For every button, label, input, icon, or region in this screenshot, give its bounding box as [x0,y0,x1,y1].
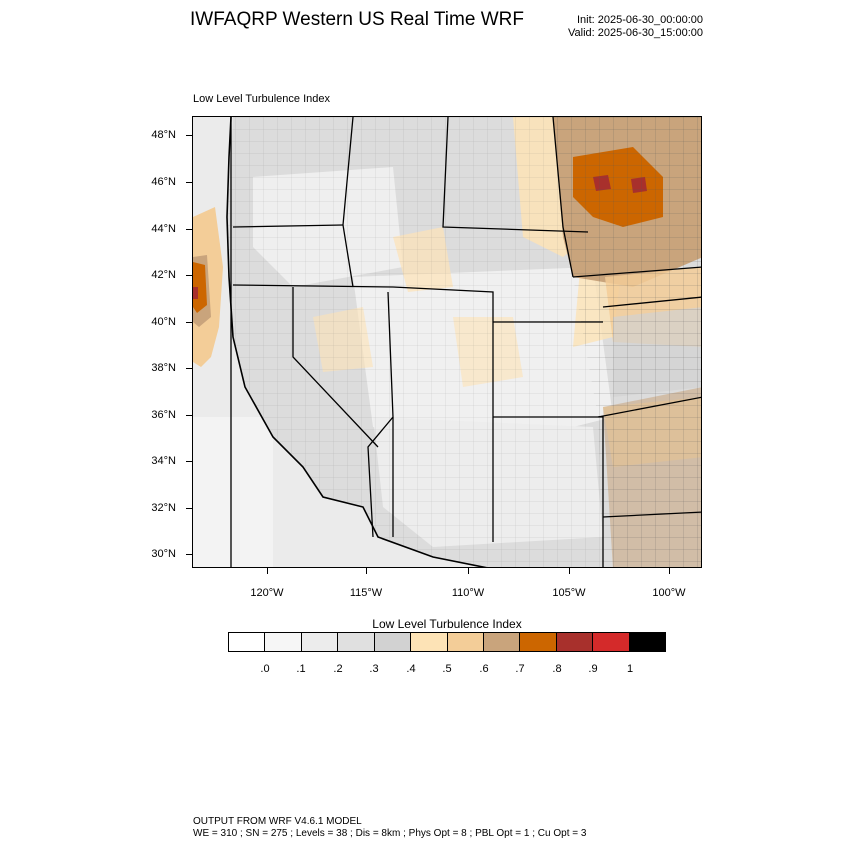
colorbar-box [447,633,484,651]
lat-label: 34°N [151,455,176,467]
lat-label: 48°N [151,129,176,141]
turbulence-map [193,117,701,567]
colorbar-label: .8 [552,663,562,675]
lon-tick [267,568,268,574]
colorbar-label: .4 [406,663,416,675]
lat-label: 44°N [151,223,176,235]
lat-tick [186,322,192,323]
lon-tick [669,568,670,574]
colorbar-label: .2 [333,663,343,675]
lon-tick [468,568,469,574]
colorbar-label: 1 [626,663,634,675]
run-times: Init: 2025-06-30_00:00:00 Valid: 2025-06… [568,14,703,40]
lat-label: 42°N [151,269,176,281]
colorbar-label: .1 [296,663,306,675]
lon-tick [366,568,367,574]
colorbar-box [338,633,375,651]
colorbar-box [593,633,630,651]
lat-tick [186,182,192,183]
valid-time: Valid: 2025-06-30_15:00:00 [568,27,703,39]
footer-model-line: OUTPUT FROM WRF V4.6.1 MODEL [193,816,362,827]
model-footer: OUTPUT FROM WRF V4.6.1 MODEL WE = 310 ; … [193,816,586,840]
lat-tick [186,508,192,509]
colorbar-label: .3 [369,663,379,675]
lat-label: 30°N [151,548,176,560]
lon-label: 105°W [552,587,586,599]
lon-label: 115°W [349,587,383,599]
map-panel [192,116,702,568]
colorbar [228,632,666,652]
lat-tick [186,135,192,136]
colorbar-box [265,633,302,651]
colorbar-box [411,633,448,651]
field-label: Low Level Turbulence Index [193,93,330,105]
colorbar-box [483,633,521,651]
colorbar-label: .6 [479,663,489,675]
colorbar-box [229,633,266,651]
lat-tick [186,368,192,369]
lat-label: 36°N [151,409,176,421]
colorbar-label: .7 [515,663,525,675]
colorbar-box [629,633,666,651]
lat-tick [186,461,192,462]
colorbar-box [556,633,594,651]
colorbar-label: .0 [260,663,270,675]
lat-label: 38°N [151,362,176,374]
lat-tick [186,415,192,416]
init-time: Init: 2025-06-30_00:00:00 [577,14,703,26]
lon-label: 100°W [652,587,686,599]
colorbar-box [301,633,339,651]
lat-label: 32°N [151,502,176,514]
lat-label: 46°N [151,176,176,188]
lon-label: 110°W [451,587,485,599]
colorbar-box [520,633,557,651]
state-borders [230,117,701,567]
lat-label: 40°N [151,316,176,328]
colorbar-label: .9 [588,663,598,675]
coastline [226,117,488,567]
lon-tick [569,568,570,574]
colorbar-box [374,633,412,651]
lat-tick [186,275,192,276]
lat-tick [186,229,192,230]
lon-label: 120°W [250,587,284,599]
lat-tick [186,554,192,555]
colorbar-title: Low Level Turbulence Index [372,617,522,631]
chart-title: IWFAQRP Western US Real Time WRF [190,9,524,30]
colorbar-label: .5 [442,663,452,675]
footer-config-line: WE = 310 ; SN = 275 ; Levels = 38 ; Dis … [193,828,587,839]
